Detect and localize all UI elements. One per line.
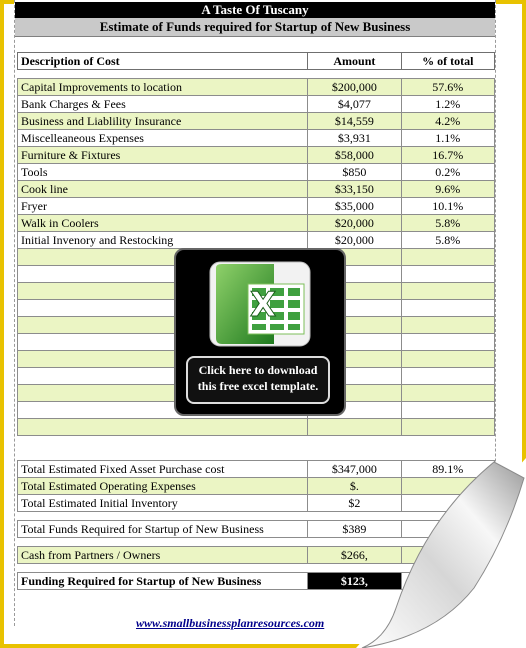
- cost-amount-cell: $3,931: [307, 129, 402, 147]
- cost-description-cell: Business and Liablility Insurance: [16, 112, 309, 130]
- cost-percent-cell: 16.7%: [400, 146, 496, 164]
- cost-description-cell: Capital Improvements to location: [16, 78, 309, 96]
- empty-cell: [400, 248, 496, 266]
- cost-description-cell: Cook line: [16, 180, 309, 198]
- empty-cell: [400, 367, 496, 385]
- total-description-cell: Total Estimated Operating Expenses: [16, 477, 309, 495]
- empty-cell: [400, 333, 496, 351]
- cost-amount-cell: $58,000: [307, 146, 402, 164]
- cost-percent-cell: 0.2%: [400, 163, 496, 181]
- cost-percent-cell: 10.1%: [400, 197, 496, 215]
- cost-table: Description of Cost Amount % of total Ca…: [16, 52, 496, 436]
- empty-cell: [400, 384, 496, 402]
- totals-table: Total Estimated Fixed Asset Purchase cos…: [16, 460, 496, 590]
- cost-row: Business and Liablility Insurance $14,559…: [16, 112, 496, 130]
- cost-row: Cook line $33,150 9.6%: [16, 180, 496, 198]
- cost-percent-cell: 1.2%: [400, 95, 496, 113]
- cost-row: Tools $850 0.2%: [16, 163, 496, 181]
- total-amount-cell: $2: [307, 494, 402, 512]
- empty-cell: [400, 265, 496, 283]
- empty-cell: [400, 401, 496, 419]
- cost-percent-cell: 1.1%: [400, 129, 496, 147]
- cost-description-cell: Fryer: [16, 197, 309, 215]
- table-header-row: Description of Cost Amount % of total: [16, 52, 496, 70]
- download-line2: this free excel template.: [197, 379, 319, 393]
- cost-description-cell: Miscelleaneous Expenses: [16, 129, 309, 147]
- cost-amount-cell: $14,559: [307, 112, 402, 130]
- cost-amount-cell: $33,150: [307, 180, 402, 198]
- cost-description-cell: Furniture & Fixtures: [16, 146, 309, 164]
- total-row: Total Estimated Initial Inventory $2: [16, 494, 496, 512]
- total-amount-cell: $.: [307, 477, 402, 495]
- empty-cell: [400, 418, 496, 436]
- header-amount: Amount: [307, 52, 402, 70]
- page-curl: [356, 458, 526, 648]
- download-button[interactable]: Click here to download this free excel t…: [186, 356, 330, 404]
- cost-amount-cell: $4,077: [307, 95, 402, 113]
- total-description-cell: Total Estimated Fixed Asset Purchase cos…: [16, 460, 309, 478]
- header-description: Description of Cost: [16, 52, 309, 70]
- sheet-subtitle: Estimate of Funds required for Startup o…: [15, 18, 495, 37]
- cost-amount-cell: $850: [307, 163, 402, 181]
- cost-percent-cell: 4.2%: [400, 112, 496, 130]
- cost-description-cell: Walk in Coolers: [16, 214, 309, 232]
- empty-row: [16, 418, 496, 436]
- sheet-title: A Taste Of Tuscany: [15, 2, 495, 18]
- cost-row: Capital Improvements to location $200,000…: [16, 78, 496, 96]
- cost-row: Miscelleaneous Expenses $3,931 1.1%: [16, 129, 496, 147]
- cost-amount-cell: $20,000: [307, 231, 402, 249]
- empty-cell: [400, 282, 496, 300]
- cost-description-cell: Initial Invenory and Restocking: [16, 231, 309, 249]
- total-percent-cell: 89.1%: [400, 460, 496, 478]
- download-overlay[interactable]: X Click here to download this free excel…: [174, 248, 346, 416]
- website-link[interactable]: www.smallbusinessplanresources.com: [136, 616, 325, 630]
- cost-description-cell: Bank Charges & Fees: [16, 95, 309, 113]
- spacer-row: [18, 70, 495, 79]
- cost-description-cell: Tools: [16, 163, 309, 181]
- funds-required-row: Total Funds Required for Startup of New …: [16, 520, 496, 538]
- header-percent: % of total: [400, 52, 496, 70]
- svg-text:X: X: [250, 285, 276, 325]
- cost-percent-cell: 9.6%: [400, 180, 496, 198]
- cost-row: Furniture & Fixtures $58,000 16.7%: [16, 146, 496, 164]
- empty-cell: [400, 316, 496, 334]
- cost-amount-cell: $20,000: [307, 214, 402, 232]
- cost-percent-cell: 5.8%: [400, 214, 496, 232]
- cost-percent-cell: 57.6%: [400, 78, 496, 96]
- cost-amount-cell: $35,000: [307, 197, 402, 215]
- cost-amount-cell: $200,000: [307, 78, 402, 96]
- cost-percent-cell: 5.8%: [400, 231, 496, 249]
- empty-cell: [16, 418, 309, 436]
- download-line1: Click here to download: [198, 363, 318, 377]
- empty-cell: [400, 299, 496, 317]
- cost-row: Fryer $35,000 10.1%: [16, 197, 496, 215]
- cost-row: Initial Invenory and Restocking $20,000 5.…: [16, 231, 496, 249]
- cost-row: Bank Charges & Fees $4,077 1.2%: [16, 95, 496, 113]
- empty-cell: [307, 418, 402, 436]
- total-description-cell: Total Estimated Initial Inventory: [16, 494, 309, 512]
- spreadsheet: A Taste Of Tuscany Estimate of Funds req…: [14, 0, 496, 626]
- empty-cell: [400, 350, 496, 368]
- total-row: Total Estimated Operating Expenses $.: [16, 477, 496, 495]
- excel-icon: X: [209, 261, 311, 347]
- cost-row: Walk in Coolers $20,000 5.8%: [16, 214, 496, 232]
